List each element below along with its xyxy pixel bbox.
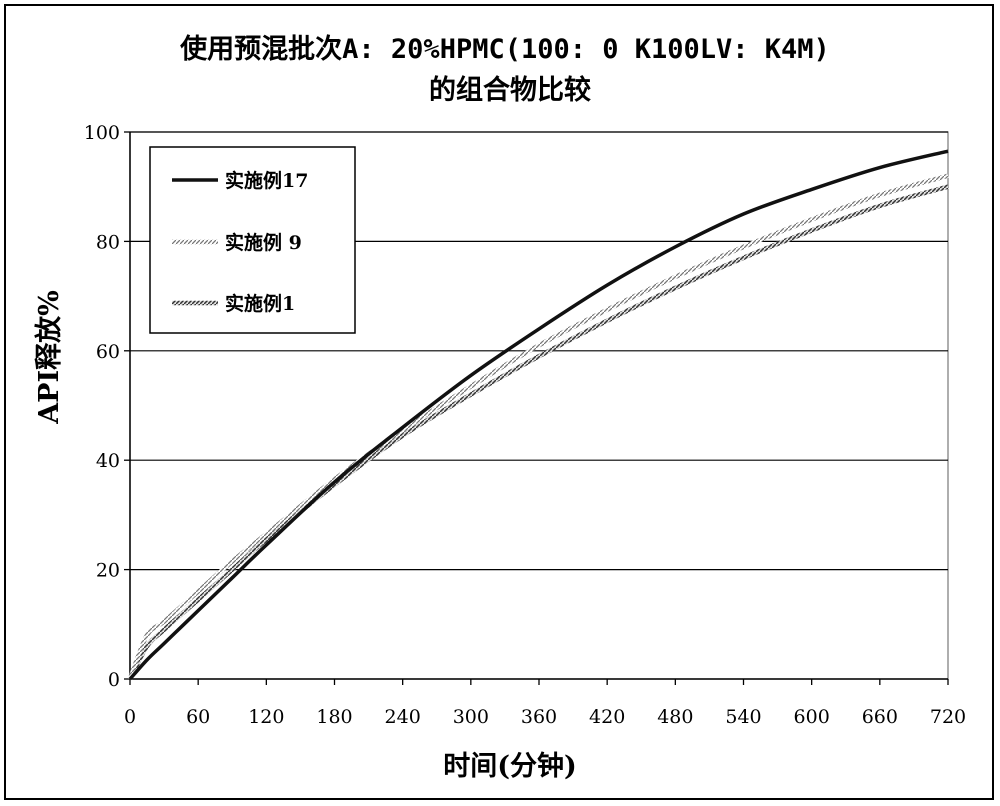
- x-tick-label: 0: [124, 706, 136, 728]
- x-tick-label: 540: [725, 706, 761, 728]
- chart: 使用预混批次A: 20%HPMC(100: 0 K100LV: K4M) 的组合…: [0, 0, 1000, 806]
- chart-title-line1: 使用预混批次A: 20%HPMC(100: 0 K100LV: K4M): [179, 34, 830, 65]
- y-tick-label: 80: [96, 231, 120, 253]
- x-tick-label: 480: [657, 706, 693, 728]
- y-tick-label: 0: [108, 669, 120, 691]
- legend-label-3: 实施例1: [225, 292, 295, 315]
- y-tick-label: 100: [84, 122, 120, 144]
- y-tick-label: 40: [96, 450, 120, 472]
- y-tick-labels: 0 20 40 60 80 100: [84, 122, 120, 691]
- x-axis-title: 时间(分钟): [443, 751, 577, 782]
- chart-title-line2: 的组合物比较: [429, 74, 591, 106]
- x-tick-label: 720: [930, 706, 966, 728]
- y-axis-title: API释放%: [33, 290, 65, 425]
- x-tick-label: 180: [316, 706, 352, 728]
- legend-label-1: 实施例17: [225, 169, 308, 192]
- x-tick-label: 60: [186, 706, 210, 728]
- legend-label-2: 实施例 9: [225, 231, 302, 254]
- x-tick-label: 120: [248, 706, 284, 728]
- x-tick-labels: 0 60 120 180 240 300 360 420 480 540 600 660 720: [124, 706, 966, 728]
- y-tick-label: 20: [96, 560, 120, 582]
- legend: 实施例17 实施例 9 实施例1: [150, 147, 355, 333]
- x-tick-label: 360: [521, 706, 557, 728]
- x-tick-label: 420: [589, 706, 625, 728]
- x-tick-label: 660: [862, 706, 898, 728]
- x-tick-label: 240: [385, 706, 421, 728]
- x-tick-label: 600: [794, 706, 830, 728]
- x-tick-label: 300: [453, 706, 489, 728]
- y-tick-label: 60: [96, 341, 120, 363]
